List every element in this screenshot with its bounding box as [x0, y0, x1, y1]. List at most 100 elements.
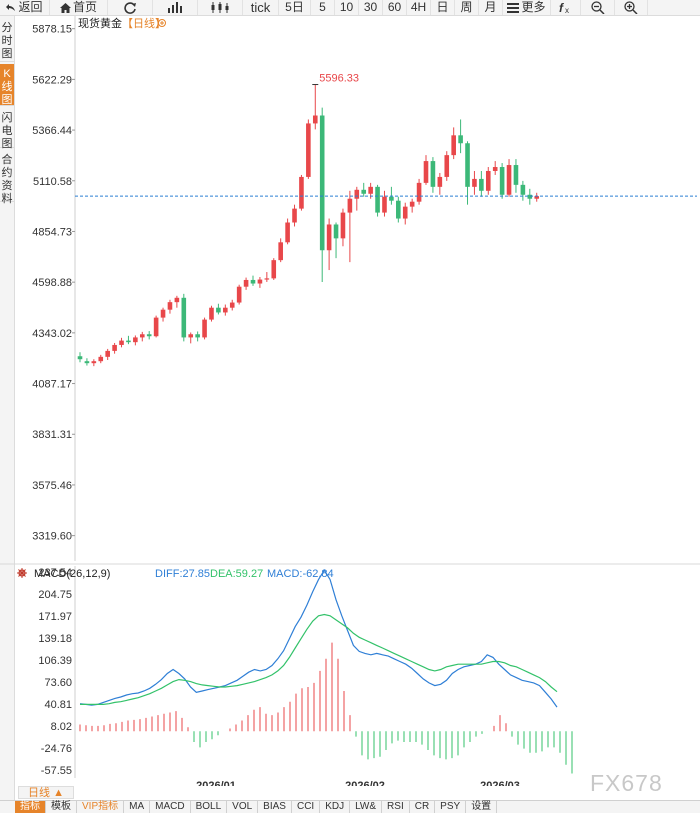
y-tick-label: 3575.46	[32, 480, 72, 492]
indicator-tab-12[interactable]: CR	[410, 801, 436, 813]
candle-body	[451, 135, 456, 156]
candle-body	[160, 309, 166, 318]
indicator-tab-0[interactable]: 指标	[15, 801, 46, 813]
toolbar-item-label: 月	[484, 0, 497, 14]
candle-body	[285, 222, 290, 243]
indicator-tab-4[interactable]: MACD	[150, 801, 191, 813]
y-tick-label: 5366.44	[32, 125, 72, 137]
candle-body	[202, 319, 207, 338]
toolbar-item-label: 60	[387, 0, 402, 14]
toolbar-item-label: 4H	[410, 0, 427, 14]
candle-body	[340, 212, 346, 239]
candle-body	[458, 135, 463, 144]
toolbar-item-4[interactable]	[198, 0, 243, 15]
toolbar-item-10[interactable]: 60	[383, 0, 407, 15]
toolbar-item-12[interactable]: 日	[431, 0, 455, 15]
candle-body	[250, 279, 256, 284]
candle-body	[229, 302, 235, 308]
toolbar-item-0[interactable]: 返回	[0, 0, 50, 15]
indicator-tab-6[interactable]: VOL	[227, 801, 259, 813]
sidebar-tab-2[interactable]: 闪电图	[0, 108, 14, 150]
candle-body	[437, 176, 443, 187]
toolbar-item-3[interactable]	[153, 0, 198, 15]
candle-body	[236, 286, 242, 303]
y-tick-label: 3319.60	[32, 531, 72, 543]
indicator-tab-11[interactable]: RSI	[382, 801, 410, 813]
candle-body	[271, 260, 277, 279]
toolbar-item-15[interactable]: 更多	[503, 0, 551, 15]
toolbar-item-6[interactable]: 5日	[279, 0, 311, 15]
y-tick-label: 106.39	[38, 655, 72, 667]
toolbar-item-11[interactable]: 4H	[407, 0, 431, 15]
candle-body	[195, 334, 200, 338]
view-sidebar: 分时图 K线图闪电图 合约资料	[0, 16, 15, 800]
y-tick-label: 5110.58	[33, 176, 72, 188]
candle-body	[188, 334, 194, 338]
period-select-button[interactable]: 日线 ▲	[18, 786, 74, 799]
indicator-tab-14[interactable]: 设置	[466, 801, 498, 813]
candle-body	[416, 182, 422, 202]
indicator-tab-2[interactable]: VIP指标	[77, 801, 125, 813]
candle-body	[264, 278, 270, 280]
toolbar-item-7[interactable]: 5	[311, 0, 335, 15]
candle-body	[257, 279, 263, 284]
indicator-tab-10[interactable]: LW&	[350, 801, 383, 813]
indicator-tabbar: 指标 模板 VIP指标 MA MACD BOLL VOL BIAS CCI KDJ LW& RSI CR…	[0, 800, 700, 813]
y-tick-label: 4343.02	[32, 328, 72, 340]
indicator-tab-1[interactable]: 模板	[46, 801, 77, 813]
max-price-label: 5596.33	[319, 73, 359, 85]
candle-body	[98, 356, 104, 362]
candle-body	[534, 196, 540, 199]
fx678-watermark: FX678	[590, 770, 663, 796]
y-tick-label: 139.18	[38, 633, 72, 645]
x-tick-label: 2026/01	[196, 780, 236, 786]
indicator-tab-5[interactable]: BOLL	[191, 801, 228, 813]
zoom-in-icon	[624, 1, 638, 14]
candle-body	[396, 200, 401, 219]
candle-body	[520, 184, 526, 195]
sidebar-tab-1[interactable]: K线图	[0, 64, 14, 106]
candle-body	[409, 201, 415, 207]
candle-body	[167, 302, 173, 310]
toolbar-item-18[interactable]	[615, 0, 648, 15]
y-tick-label: 237.54	[38, 567, 72, 579]
toolbar-item-1[interactable]: 首页	[50, 0, 108, 15]
indicator-tab-9[interactable]: KDJ	[320, 801, 351, 813]
candle-body	[326, 224, 332, 251]
candle-body	[389, 196, 394, 201]
candle-body	[430, 161, 436, 187]
sidebar-tab-0[interactable]: 分时图	[0, 18, 14, 62]
svg-text:x: x	[565, 6, 569, 14]
period-tag: 【日线】	[122, 16, 166, 30]
add-indicator-icon[interactable]	[158, 19, 166, 27]
toolbar-item-label: 周	[460, 0, 473, 14]
candle-body	[209, 307, 214, 320]
candle-body	[306, 123, 311, 177]
candle-body	[181, 297, 187, 338]
toolbar-item-13[interactable]: 周	[455, 0, 479, 15]
toolbar-item-17[interactable]	[581, 0, 615, 15]
indicator-tab-8[interactable]: CCI	[292, 801, 321, 813]
y-tick-label: 4087.17	[32, 379, 72, 391]
y-tick-label: 171.97	[38, 611, 72, 623]
settings-icon-spoke	[18, 569, 26, 577]
indicator-tab-7[interactable]: BIAS	[258, 801, 292, 813]
candle-body	[299, 176, 304, 209]
toolbar-item-14[interactable]: 月	[479, 0, 503, 15]
toolbar-item-2[interactable]	[108, 0, 153, 15]
candle-body	[292, 208, 297, 223]
candle-body	[312, 115, 318, 124]
candle-body	[77, 356, 83, 360]
indicator-tab-13[interactable]: PSY	[435, 801, 467, 813]
candle-body	[223, 307, 228, 313]
candle-body	[368, 186, 373, 194]
sidebar-tab-3[interactable]: 合约资料	[0, 150, 14, 205]
toolbar-item-5[interactable]: tick	[243, 0, 279, 15]
toolbar-item-label: 首页	[72, 0, 97, 14]
y-tick-label: 8.02	[51, 721, 72, 733]
diff-label: DIFF:27.85	[155, 568, 210, 580]
toolbar-item-9[interactable]: 30	[359, 0, 383, 15]
indicator-tab-3[interactable]: MA	[124, 801, 151, 813]
toolbar-item-8[interactable]: 10	[335, 0, 359, 15]
